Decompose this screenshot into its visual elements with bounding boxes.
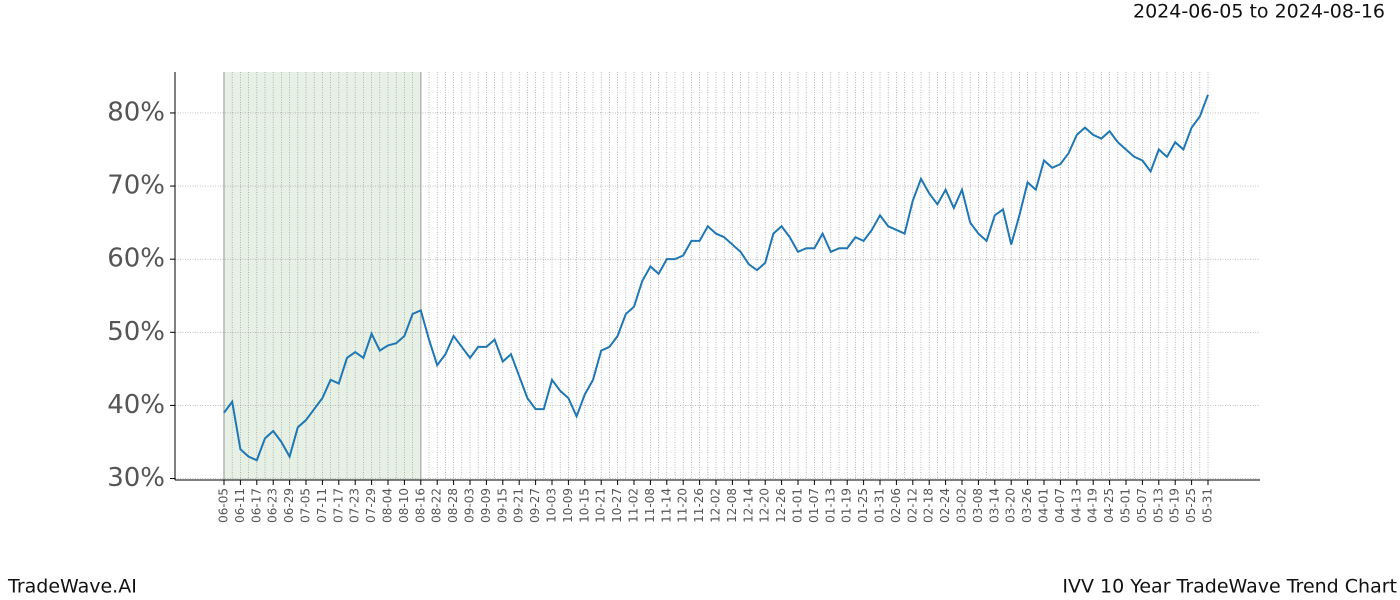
x-tick-label: 07-17 xyxy=(331,488,345,523)
x-tick-label: 05-19 xyxy=(1168,488,1182,523)
x-tick-label: 08-16 xyxy=(413,488,427,523)
x-tick-label: 11-26 xyxy=(692,488,706,523)
x-tick-label: 06-23 xyxy=(266,488,280,523)
y-tick-label: 50% xyxy=(107,317,165,347)
x-tick-label: 09-15 xyxy=(495,488,509,523)
x-tick-label: 09-03 xyxy=(463,488,477,523)
x-tick-label: 09-27 xyxy=(528,488,542,523)
x-tick-label: 10-21 xyxy=(594,488,608,523)
x-tick-label: 12-02 xyxy=(709,488,723,523)
x-tick-label: 03-02 xyxy=(955,488,969,523)
x-tick-label: 01-13 xyxy=(823,488,837,523)
x-tick-label: 11-14 xyxy=(659,488,673,523)
x-tick-label: 12-20 xyxy=(758,488,772,523)
date-range: 2024-06-05 to 2024-08-16 xyxy=(1133,1,1385,23)
x-tick-label: 08-04 xyxy=(381,488,395,523)
x-tick-label: 10-03 xyxy=(545,488,559,523)
y-tick-label: 60% xyxy=(107,244,165,274)
x-tick-label: 05-31 xyxy=(1201,488,1215,523)
x-tick-label: 03-20 xyxy=(1004,488,1018,523)
x-tick-label: 04-19 xyxy=(1086,488,1100,523)
trend-line xyxy=(223,94,1209,462)
x-tick-label: 01-19 xyxy=(840,488,854,523)
y-tick-label: 80% xyxy=(107,97,165,127)
x-tick-label: 02-12 xyxy=(905,488,919,523)
x-tick-label: 06-29 xyxy=(282,488,296,523)
chart-name: IVV 10 Year TradeWave Trend Chart xyxy=(1062,576,1397,598)
x-tick-label: 02-18 xyxy=(922,488,936,523)
x-tick-label: 07-11 xyxy=(315,488,329,523)
x-tick-label: 09-09 xyxy=(479,488,493,523)
y-tick-label: 40% xyxy=(107,390,165,420)
x-tick-label: 07-29 xyxy=(364,488,378,523)
x-tick-label: 01-07 xyxy=(807,488,821,523)
brand: TradeWave.AI xyxy=(7,576,137,598)
x-tick-label: 11-08 xyxy=(643,488,657,523)
x-tick-label: 08-28 xyxy=(446,488,460,523)
x-tick-label: 12-14 xyxy=(741,488,755,523)
x-tick-label: 08-10 xyxy=(397,488,411,523)
x-tick-label: 03-26 xyxy=(1020,488,1034,523)
x-tick-label: 04-07 xyxy=(1053,488,1067,523)
x-tick-label: 11-02 xyxy=(627,488,641,523)
x-tick-label: 11-20 xyxy=(676,488,690,523)
x-tick-label: 08-22 xyxy=(430,488,444,523)
x-tick-label: 03-14 xyxy=(987,488,1001,523)
x-tick-label: 02-06 xyxy=(889,488,903,523)
x-tick-label: 05-07 xyxy=(1135,488,1149,523)
x-tick-label: 10-15 xyxy=(577,488,591,523)
x-tick-label: 04-13 xyxy=(1069,488,1083,523)
x-tick-label: 01-31 xyxy=(873,488,887,523)
x-tick-label: 01-25 xyxy=(856,488,870,523)
x-tick-label: 10-09 xyxy=(561,488,575,523)
x-tick-label: 01-01 xyxy=(791,488,805,523)
x-tick-label: 05-13 xyxy=(1151,488,1165,523)
x-tick-label: 03-08 xyxy=(971,488,985,523)
x-tick-label: 10-27 xyxy=(610,488,624,523)
x-tick-label: 06-05 xyxy=(217,488,231,523)
x-tick-label: 06-11 xyxy=(233,488,247,523)
x-tick-label: 09-21 xyxy=(512,488,526,523)
x-tick-label: 04-25 xyxy=(1102,488,1116,523)
x-tick-label: 12-08 xyxy=(725,488,739,523)
y-tick-label: 30% xyxy=(107,463,165,493)
highlight-window xyxy=(224,72,421,480)
x-tick-label: 07-23 xyxy=(348,488,362,523)
x-tick-label: 05-01 xyxy=(1119,488,1133,523)
y-tick-label: 70% xyxy=(107,171,165,201)
x-tick-label: 06-17 xyxy=(249,488,263,523)
x-tick-label: 02-24 xyxy=(938,488,952,523)
x-tick-label: 07-05 xyxy=(299,488,313,523)
x-tick-label: 05-25 xyxy=(1184,488,1198,523)
x-tick-label: 04-01 xyxy=(1037,488,1051,523)
x-tick-label: 12-26 xyxy=(774,488,788,523)
